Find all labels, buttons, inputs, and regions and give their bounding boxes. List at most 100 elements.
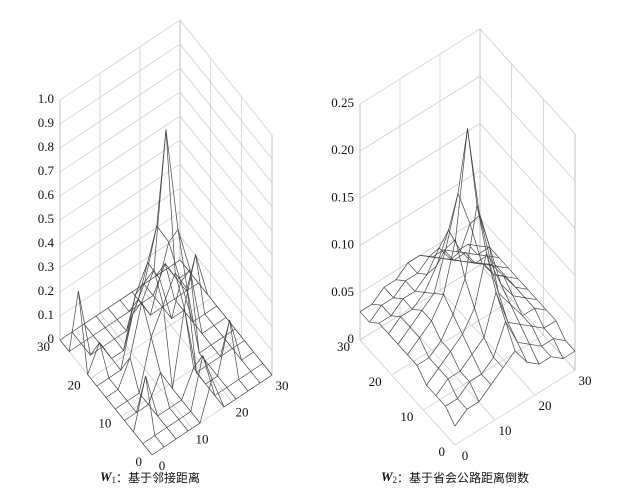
mesh-column [479,245,576,352]
mesh-column [131,228,225,408]
z-tick-label: 0.20 [331,142,354,157]
surface-chart: 00.10.20.30.40.50.60.70.80.91.0010203001… [37,19,289,485]
grid-line [479,123,576,229]
grid-line [479,170,576,276]
grid-line [391,299,512,376]
grid-line [359,170,481,246]
x-tick-label: 30 [579,373,592,388]
grid-line [59,211,181,293]
grid-line [59,43,181,125]
grid-line [454,369,576,446]
x-tick-label: 20 [539,398,552,413]
y-tick-label: 30 [337,339,350,354]
mesh-column [179,259,273,376]
caption-text: ：基于邻接距离 [116,470,200,485]
grid-line [479,264,576,371]
mesh-column [371,303,468,410]
grid-line [59,163,181,245]
grid-line [179,187,273,304]
caption-subscript: 2 [393,475,398,485]
x-tick-label: 0 [159,458,166,473]
caption-symbol: W [381,469,394,484]
grid-line [59,19,181,101]
grid-line [359,28,481,105]
grid-line [179,43,273,160]
grid-line [59,139,181,221]
grid-line [179,91,273,208]
grid-line [479,217,576,324]
z-tick-label: 0 [348,331,355,346]
z-tick-label: 0.8 [38,139,54,154]
y-tick-label: 0 [439,444,446,459]
grid-line [59,115,181,197]
grid-line [423,334,544,411]
mesh-row [435,290,557,396]
mesh-column [83,323,177,440]
z-tick-label: 0 [48,331,55,346]
grid-line [59,67,181,149]
mesh-row [426,251,547,386]
mesh-column [359,311,456,427]
mesh-row [105,129,227,398]
grid-line [359,264,481,341]
z-tick-label: 0.7 [38,163,55,178]
grid-line [179,19,273,136]
grid-line [359,339,456,446]
grid-line [179,67,273,184]
grid-line [59,235,181,317]
z-tick-label: 0.1 [38,307,54,322]
y-tick-label: 30 [37,339,50,354]
mesh-column [119,129,213,380]
grid-line [99,313,193,429]
grid-line [179,139,273,256]
grid-line [479,75,576,182]
y-tick-label: 10 [98,416,111,431]
z-tick-label: 0.5 [38,211,54,226]
y-tick-label: 0 [136,454,143,469]
z-tick-label: 0.15 [331,189,354,204]
grid-line [439,289,536,396]
grid-line [179,163,273,280]
mesh-column [383,287,480,402]
y-tick-label: 20 [369,374,382,389]
x-tick-label: 10 [196,431,209,446]
mesh-column [107,268,201,424]
caption-subscript: 1 [112,475,117,485]
grid-line [359,123,481,199]
mesh-row [359,243,481,312]
z-tick-label: 0.10 [331,237,354,252]
grid-line [399,314,496,421]
mesh-column [155,262,249,392]
mesh-column [431,214,528,363]
mesh-column [143,268,237,400]
grid-line [479,28,576,135]
z-tick-label: 0.3 [38,259,54,274]
grid-line [121,336,242,417]
z-tick-label: 0.05 [331,284,354,299]
grid-line [359,75,481,152]
z-tick-label: 0.9 [38,115,54,130]
caption: W2：基于省会公路距离倒数 [381,469,529,485]
mesh-row [416,204,538,366]
mesh-column [59,290,153,456]
z-tick-label: 0.2 [38,283,54,298]
y-tick-label: 10 [400,409,413,424]
x-tick-label: 0 [462,448,469,463]
mesh-column [467,243,564,359]
x-tick-label: 10 [499,423,512,438]
mesh-column [71,331,165,448]
surface-chart: 00.050.100.150.200.2501020300102030W2：基于… [331,28,592,485]
mesh-column [167,254,261,384]
grid-line [59,187,181,269]
grid-line [179,211,273,328]
grid-line [139,286,233,402]
mesh-column [95,300,189,432]
mesh-column [395,279,492,385]
z-tick-label: 0.6 [38,187,55,202]
grid-line [59,91,181,173]
x-tick-label: 30 [276,378,289,393]
z-tick-label: 0.25 [331,95,354,110]
mesh-row [142,355,263,444]
mesh-column [455,251,552,357]
